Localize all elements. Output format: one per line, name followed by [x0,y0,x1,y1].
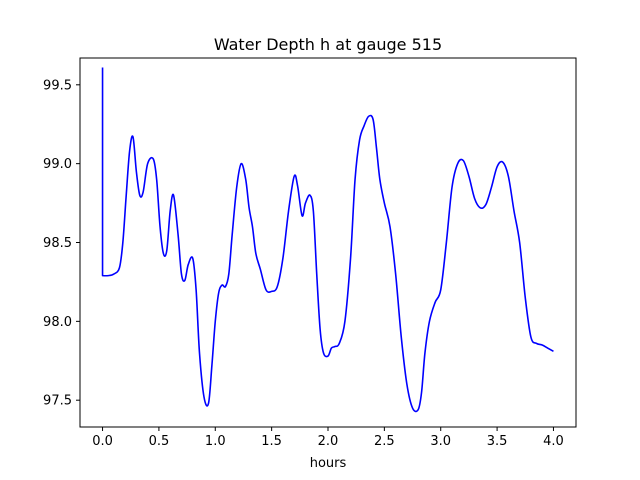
x-tick-label: 4.0 [543,434,564,449]
x-axis: 0.0 0.5 1.0 1.5 2.0 2.5 3.0 3.5 4.0 [92,427,564,449]
x-tick-label: 1.0 [205,434,226,449]
x-tick-label: 1.5 [261,434,282,449]
y-tick-label: 98.0 [43,315,72,330]
x-tick-label: 3.5 [487,434,508,449]
y-tick-label: 99.5 [43,78,72,93]
x-tick-label: 3.0 [430,434,451,449]
chart-title: Water Depth h at gauge 515 [214,35,442,54]
x-tick-label: 2.0 [318,434,339,449]
x-tick-label: 2.5 [374,434,395,449]
y-tick-label: 97.5 [43,394,72,409]
x-axis-label: hours [310,456,347,471]
y-axis: 97.5 98.0 98.5 99.0 99.5 [43,78,80,409]
series-layer [101,67,554,413]
y-tick-label: 98.5 [43,236,72,251]
plot-area [79,57,577,428]
y-tick-label: 99.0 [43,157,72,172]
series-line [101,67,554,413]
x-tick-label: 0.5 [149,434,170,449]
x-tick-label: 0.0 [92,434,113,449]
